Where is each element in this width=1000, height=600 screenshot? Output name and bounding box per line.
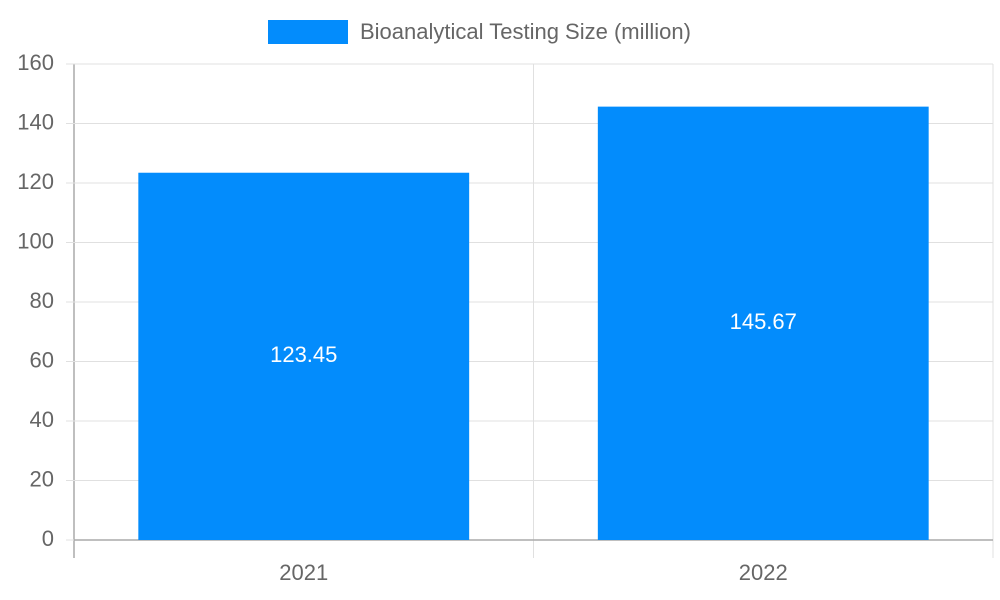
y-tick-label: 20 [30,466,54,491]
y-tick-label: 0 [42,526,54,551]
data-label: 145.67 [730,309,797,334]
y-tick-label: 100 [17,228,54,253]
y-tick-label: 40 [30,407,54,432]
y-tick-label: 80 [30,288,54,313]
y-tick-label: 140 [17,109,54,134]
y-tick-label: 60 [30,347,54,372]
data-label: 123.45 [270,342,337,367]
y-tick-label: 120 [17,169,54,194]
x-tick-label: 2022 [739,560,788,585]
y-tick-label: 160 [17,50,54,75]
bar [138,172,470,540]
bar [597,106,929,541]
x-tick-label: 2021 [279,560,328,585]
legend-swatch [268,20,348,44]
legend-label: Bioanalytical Testing Size (million) [360,19,691,44]
